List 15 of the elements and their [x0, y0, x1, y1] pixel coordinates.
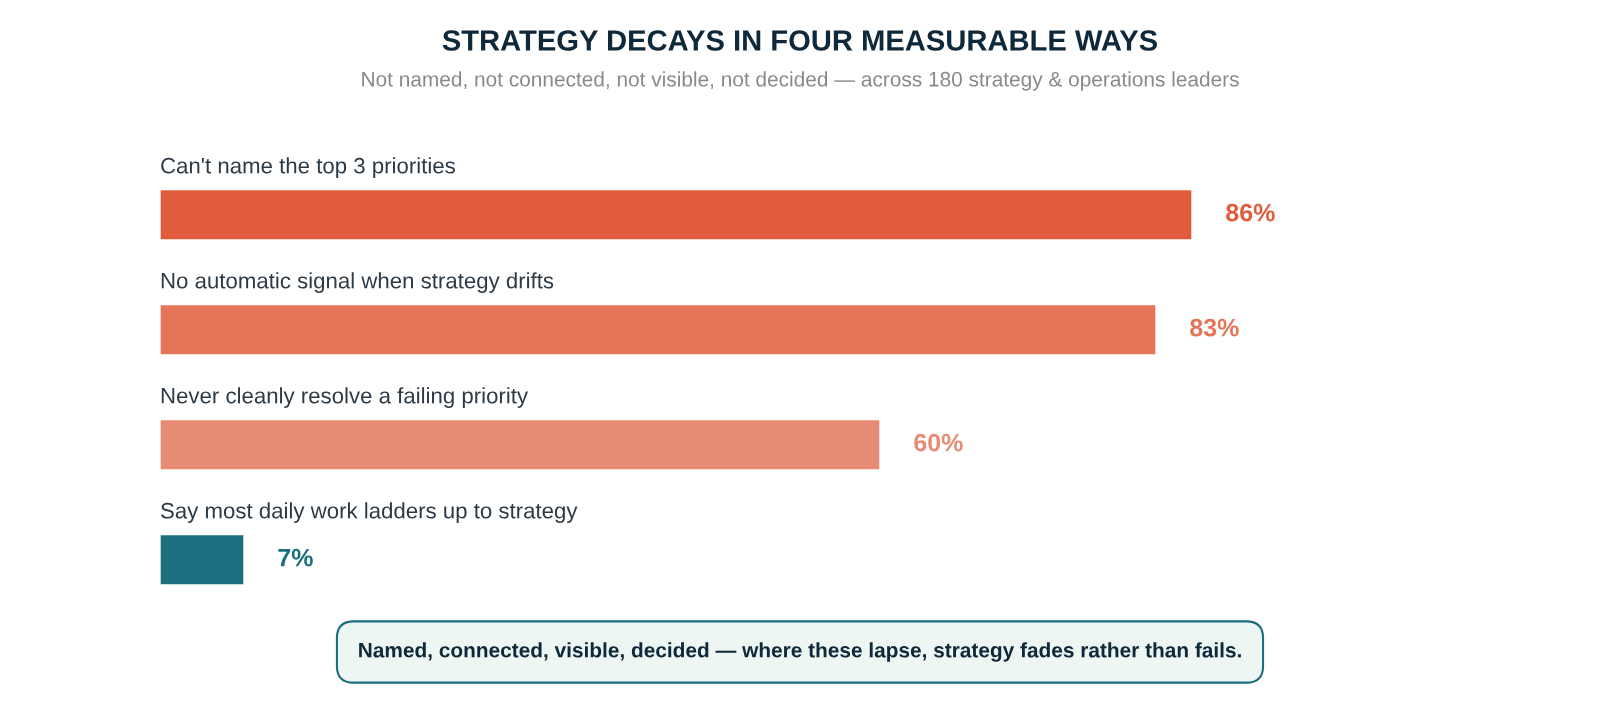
bar — [160, 418, 881, 471]
y-tick-label: No automatic signal when strategy drifts — [161, 272, 554, 293]
y-tick-label: Say most daily work ladders up to strategy — [161, 502, 578, 523]
data-label: 60% — [914, 433, 963, 452]
data-label: 86% — [1226, 203, 1275, 222]
bar — [160, 188, 1192, 241]
chart-subtitle: Not named, not connected, not visible, not decided — across 180 strategy & operations leaders — [362, 71, 1239, 91]
y-tick-label: Can't name the top 3 priorities — [161, 157, 455, 178]
bar — [160, 533, 245, 586]
chart-title: STRATEGY DECAYS IN FOUR MEASURABLE WAYS — [442, 30, 1158, 51]
data-label: 7% — [278, 548, 313, 567]
y-tick-label: Never cleanly resolve a failing priority — [161, 387, 529, 408]
data-label: 83% — [1190, 318, 1239, 337]
text: Named, connected, visible, decided — where these lapse, strategy fades rather than fails. — [359, 642, 1241, 662]
bar — [160, 303, 1157, 356]
